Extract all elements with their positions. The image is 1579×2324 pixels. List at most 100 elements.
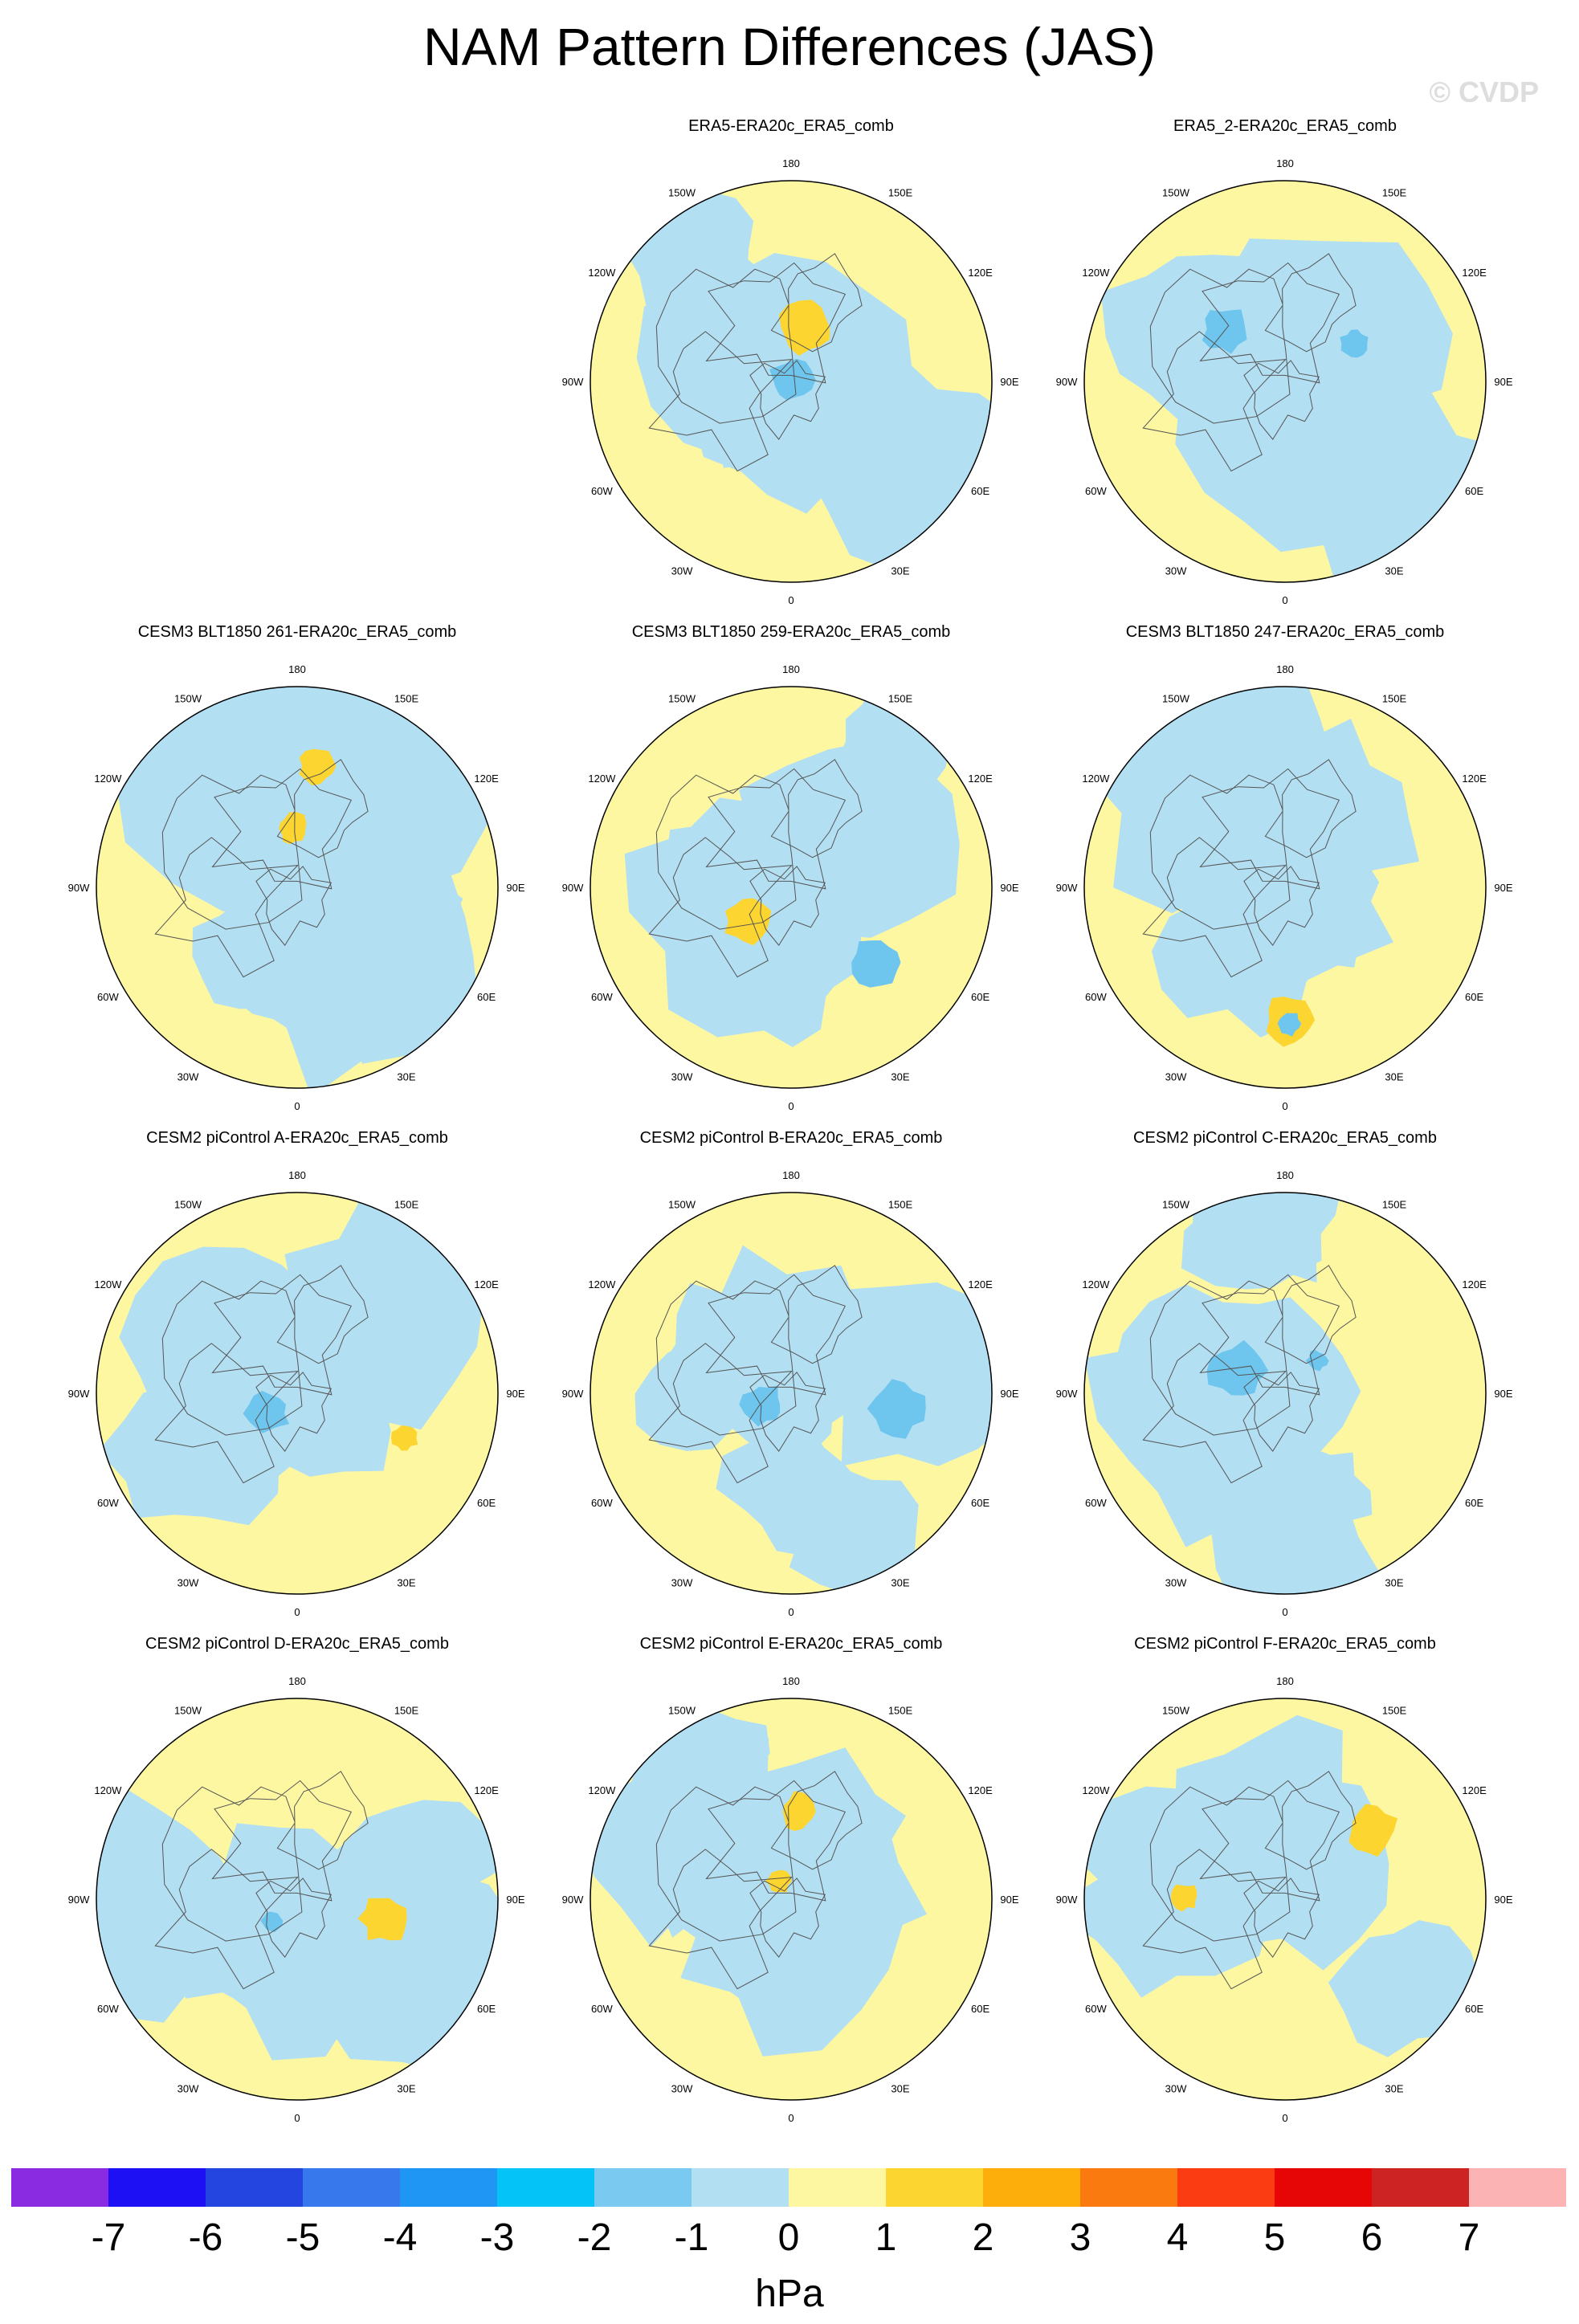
longitude-label: 60W: [1085, 2003, 1107, 2015]
longitude-label: 0: [788, 1606, 794, 1618]
longitude-label: 0: [1282, 1606, 1287, 1618]
longitude-label: 30W: [1165, 1577, 1187, 1589]
longitude-label: 120E: [968, 267, 993, 279]
coastline: [1199, 1780, 1340, 1902]
longitude-label: 30W: [671, 2083, 693, 2095]
coastline: [1199, 262, 1340, 384]
longitude-label: 150W: [174, 692, 202, 704]
coastline: [705, 768, 847, 890]
coastline: [154, 837, 299, 978]
coastline: [705, 1274, 847, 1396]
map-panel-p3: CESM3 BLT1850 261-ERA20c_ERA5_comb 180 150…: [56, 622, 538, 1120]
map-panel-p7: CESM2 piControl B-ERA20c_ERA5_comb 180 150…: [550, 1128, 1032, 1626]
colorbar-tick-label: 3: [1070, 2216, 1091, 2259]
coastline: [255, 1878, 333, 1958]
longitude-label: 60W: [591, 991, 613, 1003]
coastline: [1243, 360, 1320, 440]
polar-map: 180 150E 120E 90E 60E 30E 0 30W 60W 90W 120W 150W: [562, 1169, 1019, 1618]
panel-title: CESM2 piControl F-ERA20c_ERA5_comb: [1134, 1635, 1436, 1653]
map-panel-p10: CESM2 piControl E-ERA20c_ERA5_comb 180 150…: [550, 1634, 1032, 2132]
longitude-label: 60W: [591, 2003, 613, 2015]
coastline: [161, 1280, 303, 1436]
longitude-label: 90W: [68, 1894, 90, 1906]
colorbar: -7 -6 -5 -4 -3 -2 -1 0 1 2 3 4 5 6 7 hPa: [11, 2168, 1566, 2315]
negative-anomaly-region: [716, 1419, 866, 1556]
map-panel-p11: CESM2 piControl F-ERA20c_ERA5_comb 180 150…: [1044, 1634, 1526, 2132]
longitude-label: 0: [1282, 1100, 1287, 1112]
longitude-label: 60W: [591, 1497, 613, 1509]
longitude-label: 90W: [1056, 1894, 1078, 1906]
polar-map: 180 150E 120E 90E 60E 30E 0 30W 60W 90W 120W 150W: [562, 1675, 1019, 2124]
longitude-label: 30E: [1385, 565, 1403, 577]
longitude-label: 90E: [506, 1388, 524, 1400]
map-boundary: [96, 686, 499, 1089]
longitude-label: 150E: [888, 692, 913, 704]
colorbar-box: [1275, 2168, 1372, 2207]
longitude-label: 30E: [1385, 2083, 1403, 2095]
longitude-label: 30W: [177, 2083, 199, 2095]
polar-map: 180 150E 120E 90E 60E 30E 0 30W 60W 90W 120W 150W: [68, 663, 525, 1112]
longitude-label: 120E: [968, 1278, 993, 1290]
longitude-label: 60E: [1465, 1497, 1483, 1509]
coastline: [1149, 774, 1291, 930]
longitude-label: 180: [1276, 1675, 1294, 1687]
figure-title: NAM Pattern Differences (JAS): [422, 17, 1157, 76]
coastline: [1199, 1274, 1340, 1396]
coastline: [749, 1878, 826, 1958]
longitude-label: 120E: [474, 1278, 499, 1290]
panel-title: CESM2 piControl A-ERA20c_ERA5_comb: [146, 1129, 448, 1147]
longitude-label: 90W: [68, 1388, 90, 1400]
colorbar-box: [594, 2168, 692, 2207]
longitude-label: 90W: [1056, 1388, 1078, 1400]
coastline: [1149, 1786, 1291, 1942]
negative-anomaly-region: [96, 1777, 245, 2023]
longitude-label: 150E: [1382, 1704, 1407, 1716]
longitude-label: 30W: [671, 1577, 693, 1589]
longitude-label: 60E: [477, 2003, 496, 2015]
longitude-label: 60W: [97, 991, 119, 1003]
coastline: [1149, 1280, 1291, 1436]
coastline: [154, 1849, 299, 1990]
coastline: [1199, 768, 1340, 890]
longitude-label: 60W: [1085, 1497, 1107, 1509]
coastline: [154, 1343, 299, 1484]
strong-negative-anomaly: [851, 940, 901, 988]
longitude-label: 120E: [1462, 1278, 1487, 1290]
longitude-label: 90W: [68, 882, 90, 894]
colorbar-box: [1469, 2168, 1566, 2207]
longitude-label: 90E: [1494, 1388, 1512, 1400]
longitude-label: 0: [294, 1606, 300, 1618]
negative-anomaly-region: [1181, 1193, 1322, 1290]
longitude-label: 0: [788, 1100, 794, 1112]
strong-positive-anomaly: [279, 812, 307, 845]
longitude-label: 30W: [671, 565, 693, 577]
longitude-label: 30E: [891, 565, 909, 577]
longitude-label: 180: [288, 1169, 306, 1181]
strong-positive-anomaly: [1348, 1804, 1397, 1857]
strong-positive-anomaly: [391, 1425, 418, 1451]
longitude-label: 60E: [971, 2003, 989, 2015]
map-panel-p2: ERA5_2-ERA20c_ERA5_comb 180 150E 120E 90E 60E…: [1044, 116, 1526, 614]
colorbar-tick-label: 1: [875, 2216, 897, 2259]
negative-anomaly-region: [1267, 1448, 1373, 1544]
coastline: [255, 1372, 333, 1452]
longitude-label: 120W: [1082, 1784, 1110, 1796]
coastline: [1142, 1849, 1287, 1990]
negative-anomaly-region: [119, 1246, 353, 1445]
colorbar-tick-label: -6: [189, 2216, 223, 2259]
longitude-label: 120W: [588, 773, 616, 785]
longitude-label: 90E: [1000, 376, 1018, 388]
longitude-label: 120E: [474, 773, 499, 785]
coastline: [1142, 331, 1287, 472]
longitude-label: 150E: [394, 692, 419, 704]
longitude-label: 120W: [94, 1784, 122, 1796]
longitude-label: 90E: [1000, 1388, 1018, 1400]
map-panel-p5: CESM3 BLT1850 247-ERA20c_ERA5_comb 180 150…: [1044, 622, 1526, 1120]
colorbar-tick-label: -5: [286, 2216, 320, 2259]
colorbar-box: [108, 2168, 206, 2207]
longitude-label: 90E: [506, 1894, 524, 1906]
longitude-label: 120W: [588, 267, 616, 279]
coastline: [749, 360, 826, 440]
coastline: [705, 262, 847, 384]
longitude-label: 150W: [1162, 1704, 1190, 1716]
